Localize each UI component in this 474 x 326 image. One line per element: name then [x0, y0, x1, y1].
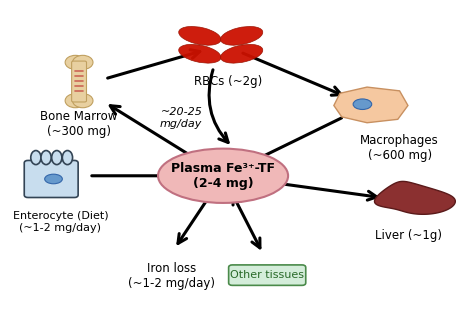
Text: Enterocyte (Diet)
(~1-2 mg/day): Enterocyte (Diet) (~1-2 mg/day): [13, 211, 108, 232]
Text: RBCs (~2g): RBCs (~2g): [193, 75, 262, 88]
Ellipse shape: [31, 151, 41, 165]
Text: Other tissues: Other tissues: [230, 271, 304, 280]
Text: Macrophages
(~600 mg): Macrophages (~600 mg): [360, 134, 439, 162]
Circle shape: [73, 55, 93, 69]
Ellipse shape: [52, 151, 62, 165]
Ellipse shape: [45, 174, 63, 184]
Ellipse shape: [179, 44, 221, 63]
Ellipse shape: [179, 26, 221, 45]
FancyBboxPatch shape: [24, 160, 78, 198]
Ellipse shape: [158, 149, 288, 203]
Ellipse shape: [63, 151, 73, 165]
Ellipse shape: [220, 26, 263, 45]
Text: Liver (~1g): Liver (~1g): [375, 230, 442, 243]
FancyBboxPatch shape: [228, 265, 306, 285]
Polygon shape: [334, 87, 408, 123]
Text: Iron loss
(~1-2 mg/day): Iron loss (~1-2 mg/day): [128, 262, 216, 290]
Ellipse shape: [220, 44, 263, 63]
Text: Bone Marrow
(~300 mg): Bone Marrow (~300 mg): [40, 110, 118, 138]
Circle shape: [65, 94, 86, 108]
Circle shape: [73, 94, 93, 108]
Ellipse shape: [353, 99, 372, 110]
Text: ~20-25
mg/day: ~20-25 mg/day: [160, 108, 202, 129]
Polygon shape: [374, 181, 456, 214]
FancyBboxPatch shape: [72, 61, 86, 102]
Text: Plasma Fe³⁺-TF
(2-4 mg): Plasma Fe³⁺-TF (2-4 mg): [171, 162, 275, 190]
Circle shape: [65, 55, 86, 69]
Ellipse shape: [41, 151, 51, 165]
